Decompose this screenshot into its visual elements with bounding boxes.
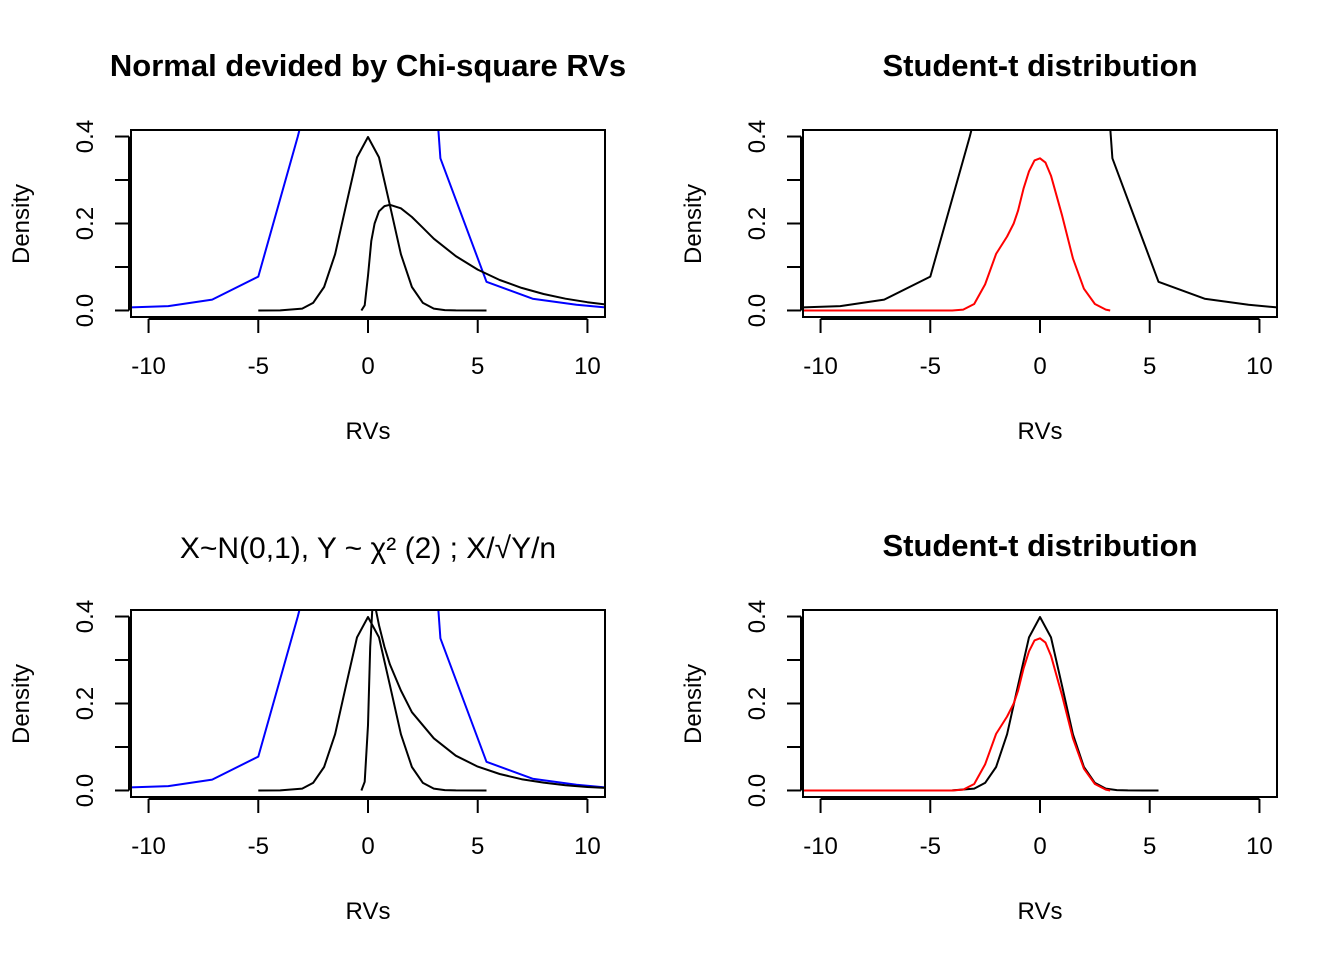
panel-3-plot-frame (130, 609, 606, 798)
y-tick-label: 0.0 (72, 774, 99, 807)
y-tick-label: 0.2 (72, 207, 99, 240)
panel-2-plot-area (803, 130, 1277, 312)
panel-2-ylabel: Density (680, 184, 707, 264)
x-tick-label: 0 (1033, 353, 1046, 380)
panel-1-series-1-line (131, 130, 301, 309)
y-tick-label: 0.4 (72, 120, 99, 153)
y-tick-label: 0.2 (72, 687, 99, 720)
x-tick-label: -10 (131, 353, 166, 380)
panel-1-plot-frame (130, 129, 606, 318)
panel-1-plot-area (131, 130, 605, 312)
panel-2-series-2-line (1109, 130, 1277, 309)
panel-4-plot-area (803, 616, 1159, 792)
y-tick-label: 0.2 (744, 687, 771, 720)
y-tick-label: 0.0 (744, 294, 771, 327)
x-tick-label: 0 (1033, 833, 1046, 860)
panel-4-plot-frame (802, 609, 1278, 798)
x-tick-label: -10 (131, 833, 166, 860)
x-tick-label: -5 (920, 833, 941, 860)
x-tick-label: 5 (471, 833, 484, 860)
y-tick-label: 0.2 (744, 207, 771, 240)
panel-4-xlabel: RVs (1018, 898, 1063, 925)
panel-1-series-3-line (258, 136, 487, 312)
y-tick-label: 0.0 (744, 774, 771, 807)
panel-3-ylabel: Density (8, 664, 35, 744)
x-tick-label: -5 (920, 353, 941, 380)
x-tick-label: 5 (471, 353, 484, 380)
x-tick-label: 10 (1246, 353, 1273, 380)
panel-1-series-4-line (360, 203, 605, 312)
panel-3-plot-area (131, 610, 605, 792)
panel-3-series-4-line (360, 610, 605, 791)
panel-4-ylabel: Density (680, 664, 707, 744)
panel-2: Student-t distribution RVs Density -10 -5… (680, 48, 1278, 445)
y-tick-label: 0.4 (72, 600, 99, 633)
y-tick-label: 0.4 (744, 120, 771, 153)
y-tick-label: 0.0 (72, 294, 99, 327)
panel-3: X~N(0,1), Y ~ χ² (2) ; X/√Y/n RVs Densit… (8, 532, 606, 925)
x-tick-label: -10 (803, 833, 838, 860)
y-tick-label: 0.4 (744, 600, 771, 633)
x-tick-label: 0 (361, 833, 374, 860)
x-tick-label: 10 (1246, 833, 1273, 860)
x-tick-label: 0 (361, 353, 374, 380)
panel-2-plot-frame (802, 129, 1278, 318)
panel-1-ylabel: Density (8, 184, 35, 264)
panel-4-series-2-line (803, 637, 1111, 792)
panel-1-title: Normal devided by Chi-square RVs (110, 48, 626, 83)
x-tick-label: 5 (1143, 353, 1156, 380)
x-tick-label: 10 (574, 353, 601, 380)
x-tick-label: 10 (574, 833, 601, 860)
x-tick-label: -10 (803, 353, 838, 380)
panel-2-series-3-line (803, 157, 1111, 312)
panel-3-title: X~N(0,1), Y ~ χ² (2) ; X/√Y/n (180, 532, 556, 565)
x-tick-label: 5 (1143, 833, 1156, 860)
panel-3-xlabel: RVs (346, 898, 391, 925)
panel-2-title: Student-t distribution (882, 48, 1197, 83)
panel-2-xlabel: RVs (1018, 418, 1063, 445)
panel-4-title: Student-t distribution (882, 528, 1197, 563)
panel-1-series-2-line (437, 130, 605, 309)
panel-3-series-2-line (437, 610, 605, 789)
panel-3-series-1-line (131, 610, 301, 789)
x-tick-label: -5 (248, 353, 269, 380)
panel-2-series-1-line (803, 130, 973, 309)
panel-1-xlabel: RVs (346, 418, 391, 445)
panel-1: Normal devided by Chi-square RVs RVs Den… (8, 48, 626, 445)
panel-4-series-1-line (930, 616, 1159, 792)
panel-3-series-3-line (258, 616, 487, 792)
panel-4: Student-t distribution RVs Density -10 -5… (680, 528, 1278, 925)
x-tick-label: -5 (248, 833, 269, 860)
